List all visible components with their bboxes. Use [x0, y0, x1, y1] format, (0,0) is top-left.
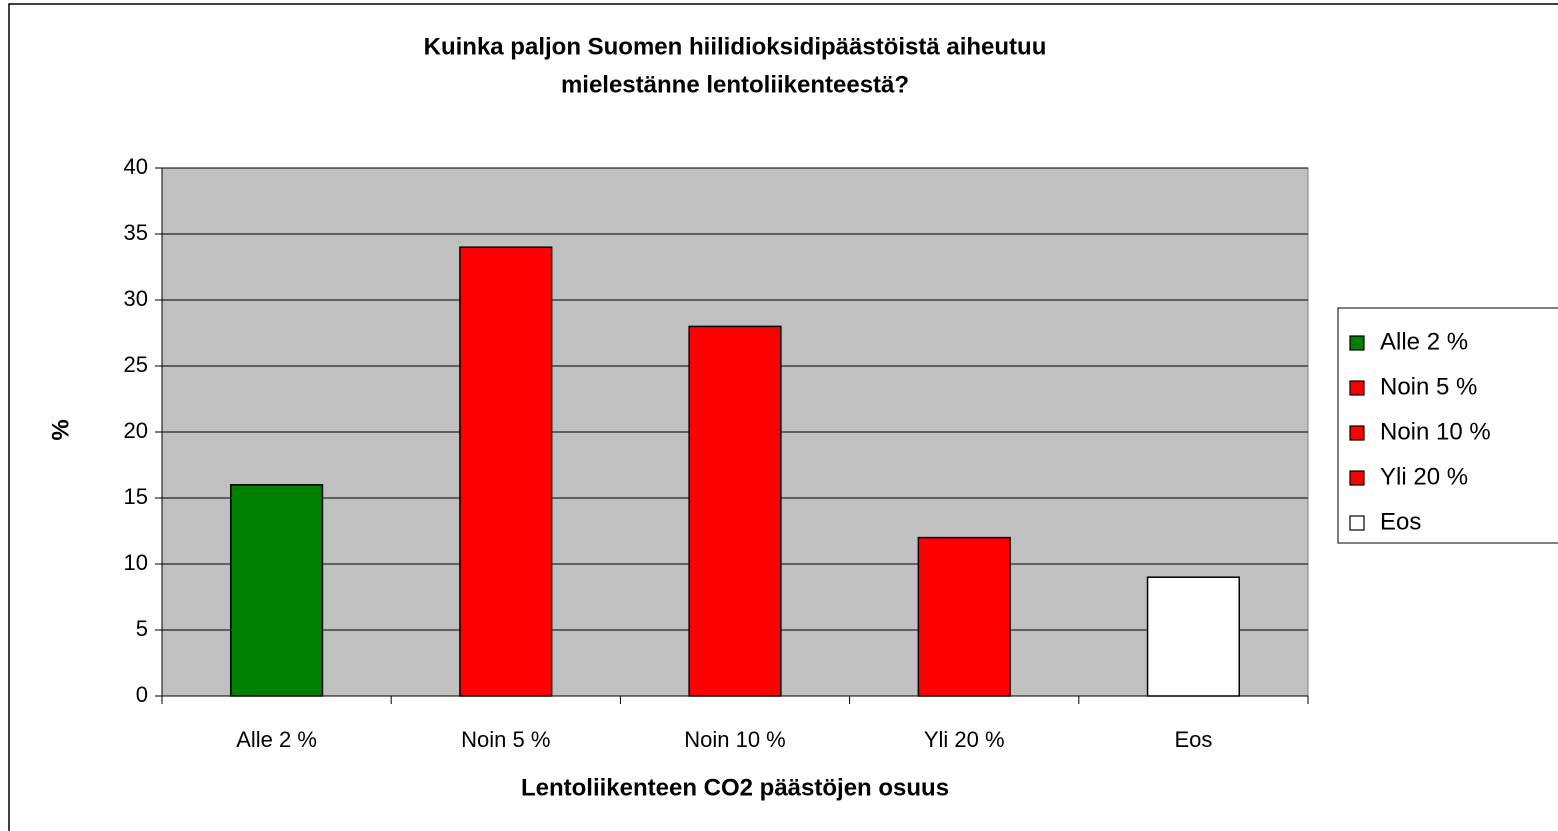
legend-swatch: [1349, 335, 1365, 351]
y-tick-label: 0: [136, 682, 148, 707]
chart-title: mielestänne lentoliikenteestä?: [561, 71, 909, 98]
legend-box: [1337, 307, 1558, 544]
x-tick-label: Yli 20 %: [924, 727, 1005, 752]
x-tick-label: Noin 5 %: [461, 727, 550, 752]
legend-label: Eos: [1380, 508, 1421, 535]
bar: [1146, 576, 1240, 697]
legend-swatch: [1349, 470, 1365, 486]
legend-swatch: [1349, 515, 1365, 531]
legend-label: Noin 5 %: [1380, 373, 1477, 400]
bar: [688, 325, 782, 697]
chart-title: Kuinka paljon Suomen hiilidioksidipäästö…: [424, 33, 1047, 60]
y-tick-label: 35: [124, 220, 148, 245]
bar: [459, 246, 553, 697]
y-tick-label: 40: [124, 154, 148, 179]
legend-swatch: [1349, 425, 1365, 441]
y-tick-label: 5: [136, 616, 148, 641]
legend-swatch: [1349, 380, 1365, 396]
bar: [917, 536, 1011, 697]
y-tick-label: 10: [124, 550, 148, 575]
y-tick-label: 20: [124, 418, 148, 443]
legend-label: Alle 2 %: [1380, 328, 1468, 355]
legend-label: Noin 10 %: [1380, 418, 1491, 445]
x-axis-title: Lentoliikenteen CO2 päästöjen osuus: [521, 774, 949, 801]
x-tick-label: Noin 10 %: [684, 727, 786, 752]
x-tick-label: Eos: [1174, 727, 1212, 752]
bar: [230, 484, 324, 697]
y-tick-label: 30: [124, 286, 148, 311]
y-tick-label: 15: [124, 484, 148, 509]
legend-label: Yli 20 %: [1380, 463, 1468, 490]
y-axis-title: %: [47, 419, 74, 440]
y-tick-label: 25: [124, 352, 148, 377]
x-tick-label: Alle 2 %: [236, 727, 317, 752]
